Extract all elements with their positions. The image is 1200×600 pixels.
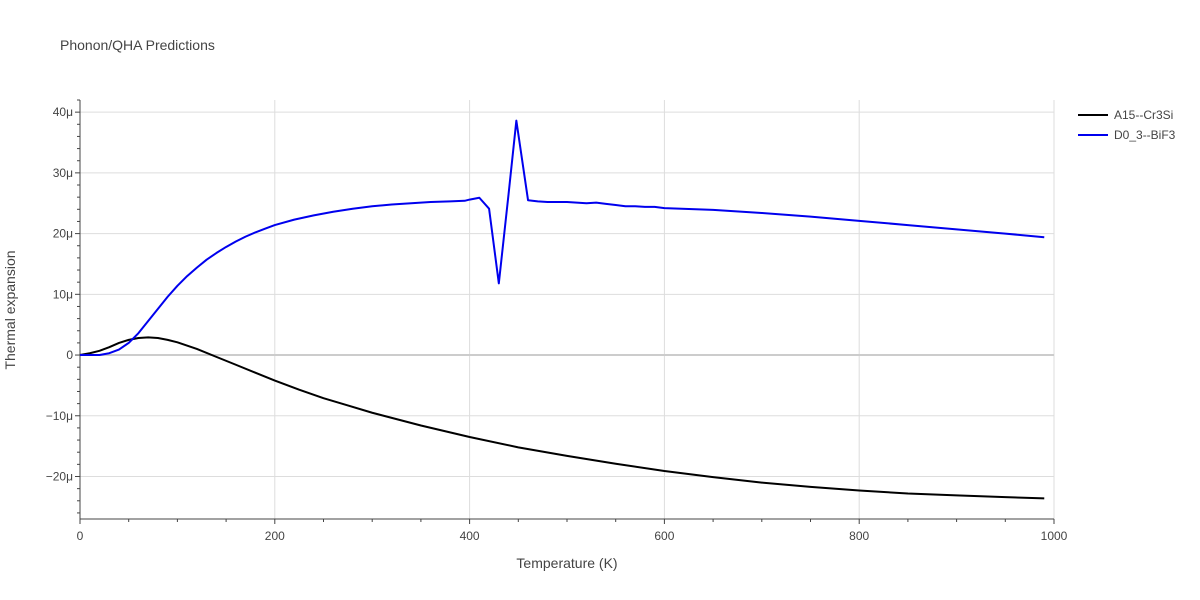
y-tick-label: −10μ [46, 409, 73, 423]
legend[interactable]: A15--Cr3Si D0_3--BiF3 [1078, 108, 1176, 142]
chart-title: Phonon/QHA Predictions [60, 37, 215, 53]
x-tick-label: 600 [654, 529, 674, 543]
y-tick-label: 0 [66, 348, 73, 362]
legend-item-0[interactable]: A15--Cr3Si [1078, 108, 1173, 122]
x-tick-label: 1000 [1041, 529, 1068, 543]
series-line-1[interactable] [80, 119, 1045, 357]
y-tick-label: 20μ [53, 227, 73, 241]
x-axis-title: Temperature (K) [516, 555, 617, 571]
legend-item-1[interactable]: D0_3--BiF3 [1078, 128, 1176, 142]
y-axis-title: Thermal expansion [2, 250, 18, 369]
axes-layer: 0 200 400 600 800 1000 −20μ −10μ 0 10μ 20μ 30μ 40μ [46, 99, 1068, 543]
legend-label: A15--Cr3Si [1114, 108, 1173, 122]
series-layer [79, 119, 1045, 500]
y-tick-label: 40μ [53, 105, 73, 119]
x-tick-label: 400 [460, 529, 480, 543]
y-tick-label: 30μ [53, 166, 73, 180]
x-tick-label: 800 [849, 529, 869, 543]
legend-label: D0_3--BiF3 [1114, 128, 1176, 142]
x-tick-label: 200 [265, 529, 285, 543]
y-tick-label: −20μ [46, 469, 73, 483]
x-tick-label: 0 [77, 529, 84, 543]
y-tick-label: 10μ [53, 287, 73, 301]
grid-layer [80, 100, 1055, 519]
